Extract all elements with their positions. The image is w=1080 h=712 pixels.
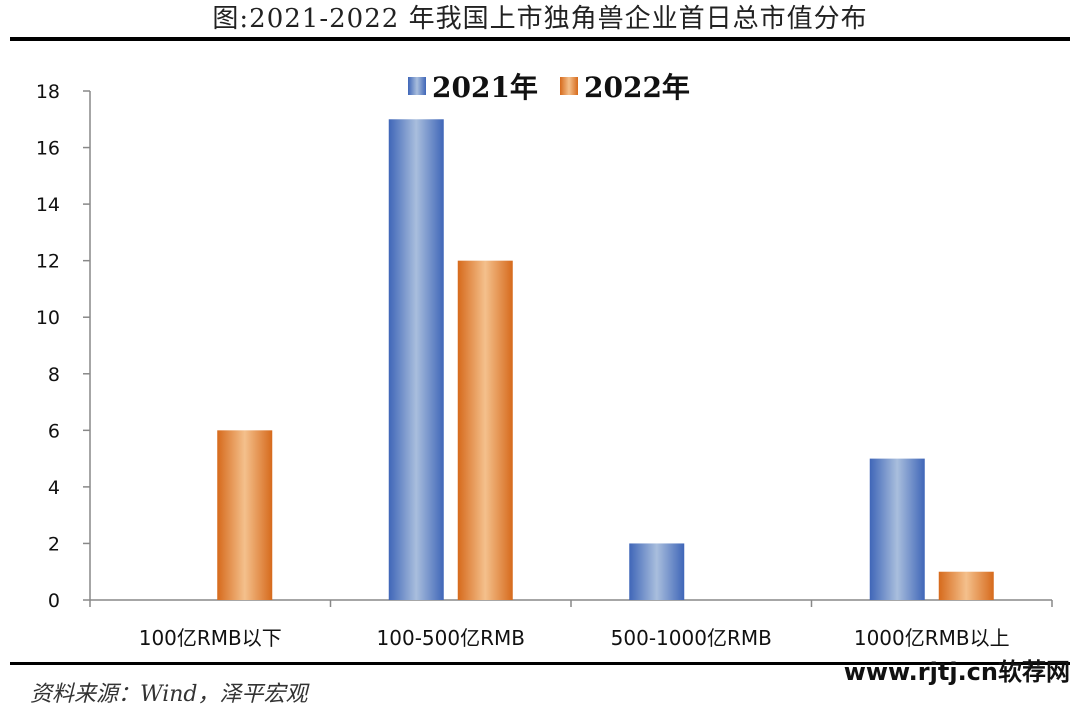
legend-label-2021: 2021年 (432, 71, 538, 104)
top-rule (10, 37, 1070, 41)
legend-swatch-2022 (560, 77, 578, 95)
y-tick-label: 10 (36, 307, 60, 329)
x-category-label: 100-500亿RMB (377, 626, 525, 650)
source-note: 资料来源：Wind，泽平宏观 (30, 682, 308, 707)
y-tick-label: 12 (36, 251, 60, 273)
y-tick-label: 4 (48, 477, 60, 499)
y-tick-label: 14 (36, 194, 60, 216)
x-category-label: 1000亿RMB以上 (854, 626, 1010, 650)
chart-title: 图:2021-2022 年我国上市独角兽企业首日总市值分布 (212, 4, 868, 34)
bottom-rule (10, 662, 1070, 665)
chart-bars (217, 119, 994, 601)
y-tick-label: 2 (48, 533, 60, 555)
bar-2022 (938, 571, 994, 600)
y-tick-label: 18 (36, 81, 60, 103)
legend-swatch-2021 (408, 77, 426, 95)
chart-legend: 2021年 2022年 (408, 71, 690, 104)
bar-2022 (457, 260, 513, 600)
bar-2021 (629, 543, 685, 600)
bar-chart: 0 2 4 6 8 10 12 14 16 18 100亿RMB以下 100-500亿RMB 500-1… (36, 71, 1053, 650)
y-tick-label: 6 (48, 420, 60, 442)
bar-2022 (217, 430, 273, 600)
watermark: www.rjtj.cn软荐网 (843, 658, 1070, 686)
bar-2021 (869, 458, 925, 600)
bar-2021 (388, 119, 444, 601)
y-tick-label: 0 (48, 590, 60, 612)
x-category-label: 500-1000亿RMB (611, 626, 772, 650)
y-tick-label: 16 (36, 138, 60, 160)
x-category-label: 100亿RMB以下 (139, 626, 282, 650)
y-tick-label: 8 (48, 364, 60, 386)
chart-axes: 0 2 4 6 8 10 12 14 16 18 100亿RMB以下 100-500亿RMB 500-1… (36, 81, 1053, 650)
legend-label-2022: 2022年 (584, 71, 690, 104)
